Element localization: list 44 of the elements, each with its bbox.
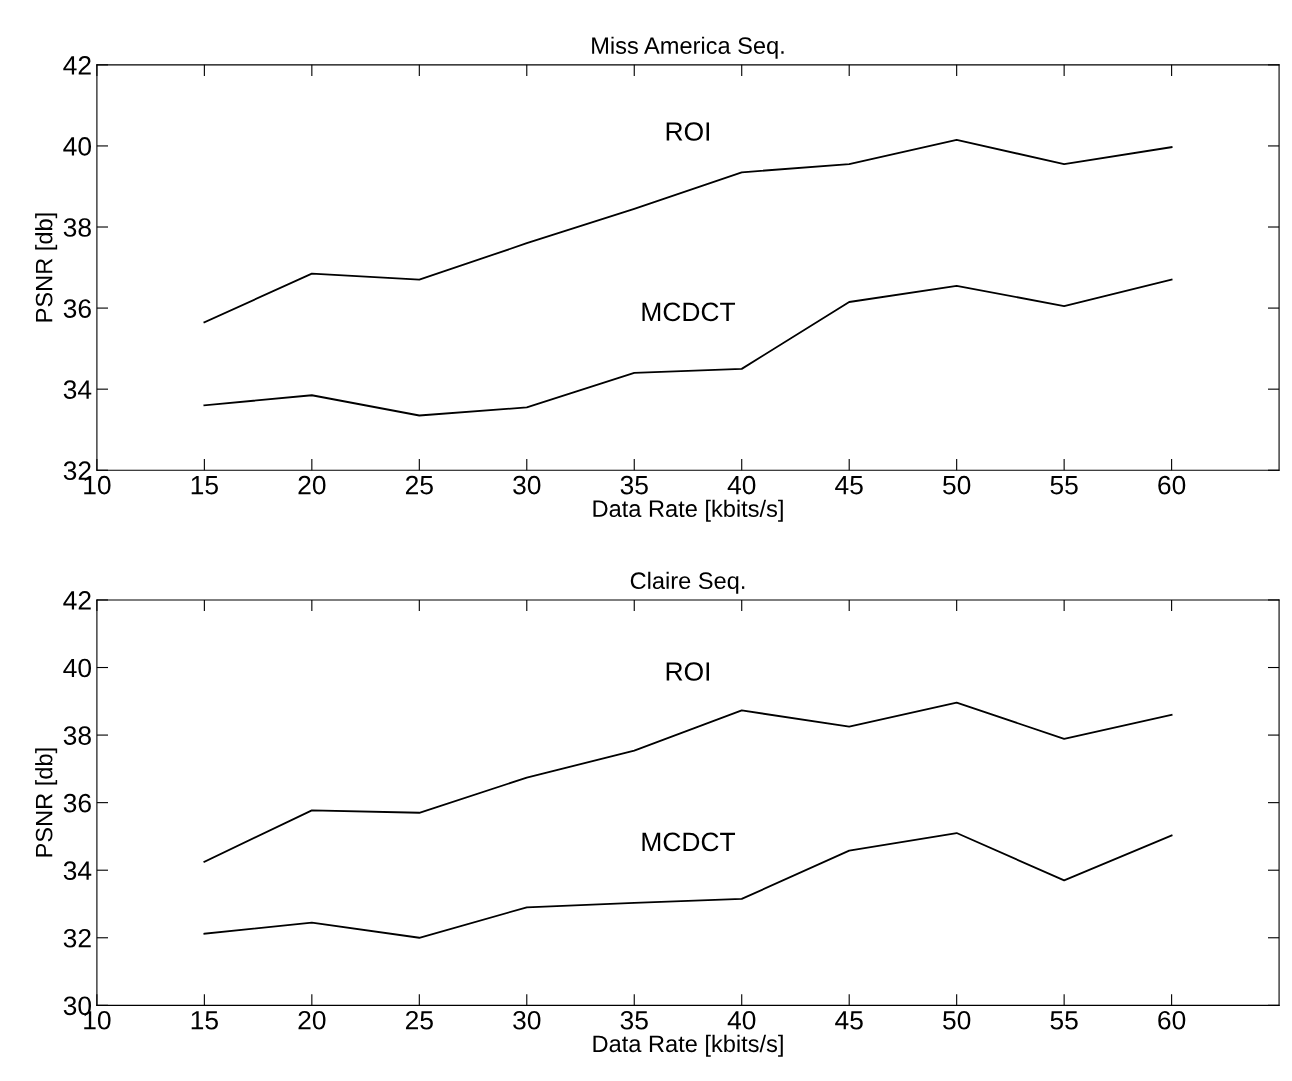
line-series	[203, 832, 1173, 939]
line-series	[203, 701, 1173, 863]
x-tick-label: 40	[727, 475, 756, 495]
x-tick-label: 25	[405, 1010, 433, 1030]
x-tick-label: 60	[1158, 475, 1186, 495]
x-tick-label: 20	[298, 1010, 326, 1030]
series-label: MCDCT	[642, 302, 736, 322]
series-label: MCDCT	[642, 832, 736, 852]
x-tick-label: 50	[943, 475, 971, 495]
chart-title: Miss America Seq.	[592, 36, 784, 59]
y-axis-title: PSNR [db]	[35, 748, 58, 857]
y-tick-label: 36	[63, 299, 91, 318]
y-tick-label: 34	[63, 861, 92, 881]
x-tick-label: 40	[727, 1010, 756, 1030]
x-axis-title: Data Rate [kbits/s]	[593, 1034, 783, 1057]
x-tick-label: 15	[191, 476, 218, 495]
x-tick-label: 50	[943, 1010, 971, 1030]
x-tick-label: 60	[1158, 1010, 1186, 1030]
y-tick-label: 40	[63, 137, 92, 156]
chart-title: Claire Seq.	[630, 571, 745, 594]
y-tick-label: 38	[63, 218, 91, 237]
x-tick-label: 25	[405, 475, 433, 495]
x-tick-label: 15	[191, 1011, 218, 1030]
y-axis-title: PSNR [db]	[35, 213, 58, 322]
x-tick-label: 30	[513, 1010, 541, 1030]
line-series	[203, 278, 1173, 417]
x-tick-label: 35	[620, 1010, 648, 1030]
x-tick-label: 45	[835, 476, 863, 495]
series-label: ROI	[666, 662, 710, 681]
x-tick-label: 45	[835, 1011, 863, 1030]
y-tick-label: 40	[63, 658, 92, 678]
y-tick-label: 32	[63, 928, 91, 948]
x-tick-label: 20	[298, 475, 326, 495]
x-tick-label: 35	[620, 475, 648, 495]
y-tick-label: 42	[63, 591, 91, 610]
x-tick-label: 55	[1050, 476, 1078, 495]
x-tick-label: 30	[513, 475, 541, 495]
x-axis-title: Data Rate [kbits/s]	[593, 499, 783, 522]
y-tick-label: 36	[63, 793, 91, 813]
y-tick-label: 42	[63, 55, 91, 75]
series-label: ROI	[666, 122, 710, 141]
y-tick-label: 38	[63, 726, 91, 745]
x-tick-label: 55	[1050, 1011, 1078, 1030]
y-tick-label: 34	[63, 380, 92, 399]
